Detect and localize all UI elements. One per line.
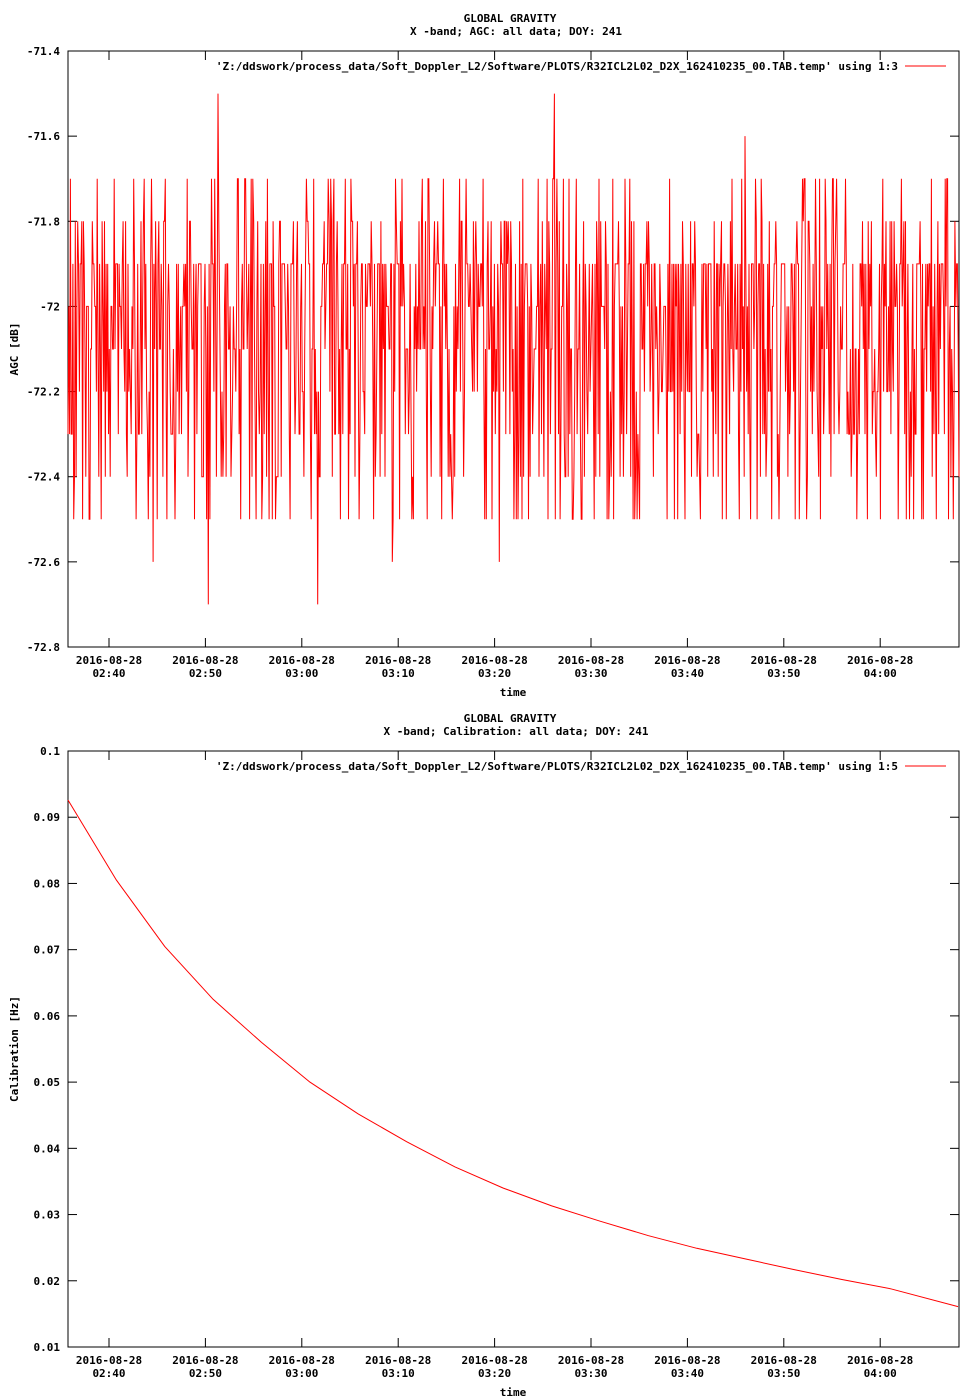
calibration-x-tick-date: 2016-08-28 bbox=[654, 1354, 720, 1367]
agc-x-axis-label: time bbox=[500, 686, 527, 699]
calibration-x-axis: 2016-08-2802:402016-08-2802:502016-08-28… bbox=[76, 751, 913, 1380]
calibration-x-tick-date: 2016-08-28 bbox=[269, 1354, 335, 1367]
calibration-x-tick-time: 02:50 bbox=[189, 1367, 222, 1380]
calibration-y-tick-label: 0.06 bbox=[34, 1010, 61, 1023]
agc-x-tick-date: 2016-08-28 bbox=[461, 654, 527, 667]
agc-x-tick-date: 2016-08-28 bbox=[654, 654, 720, 667]
calibration-x-tick-date: 2016-08-28 bbox=[847, 1354, 913, 1367]
calibration-chart-subtitle: X -band; Calibration: all data; DOY: 241 bbox=[384, 725, 649, 738]
calibration-y-tick-label: 0.04 bbox=[34, 1142, 61, 1155]
agc-x-tick-date: 2016-08-28 bbox=[847, 654, 913, 667]
calibration-x-tick-date: 2016-08-28 bbox=[365, 1354, 431, 1367]
calibration-x-tick-date: 2016-08-28 bbox=[76, 1354, 142, 1367]
agc-x-tick-time: 02:50 bbox=[189, 667, 222, 680]
agc-x-tick-time: 03:40 bbox=[671, 667, 704, 680]
calibration-chart-title: GLOBAL GRAVITY bbox=[464, 712, 557, 725]
agc-y-tick-label: -72.2 bbox=[27, 386, 60, 399]
agc-x-axis: 2016-08-2802:402016-08-2802:502016-08-28… bbox=[76, 51, 913, 680]
calibration-y-tick-label: 0.07 bbox=[34, 944, 61, 957]
agc-y-tick-label: -71.6 bbox=[27, 130, 60, 143]
calibration-y-tick-label: 0.01 bbox=[34, 1341, 61, 1354]
agc-plot-frame bbox=[67, 50, 960, 648]
calibration-legend-label: 'Z:/ddswork/process_data/Soft_Doppler_L2… bbox=[216, 760, 898, 773]
calibration-x-tick-date: 2016-08-28 bbox=[751, 1354, 817, 1367]
calibration-x-tick-time: 03:30 bbox=[574, 1367, 607, 1380]
agc-chart-title: GLOBAL GRAVITY bbox=[464, 12, 557, 25]
agc-y-tick-label: -72.6 bbox=[27, 556, 60, 569]
calibration-x-tick-date: 2016-08-28 bbox=[461, 1354, 527, 1367]
agc-x-tick-time: 03:10 bbox=[382, 667, 415, 680]
calibration-x-tick-date: 2016-08-28 bbox=[558, 1354, 624, 1367]
agc-series-line bbox=[67, 93, 960, 605]
agc-x-tick-time: 03:00 bbox=[285, 667, 318, 680]
agc-chart: GLOBAL GRAVITY X -band; AGC: all data; D… bbox=[8, 12, 960, 699]
calibration-x-tick-time: 02:40 bbox=[92, 1367, 125, 1380]
agc-y-tick-label: -71.4 bbox=[27, 45, 60, 58]
agc-x-tick-time: 03:20 bbox=[478, 667, 511, 680]
agc-y-tick-label: -72.8 bbox=[27, 641, 60, 654]
agc-x-tick-time: 03:50 bbox=[767, 667, 800, 680]
agc-x-tick-time: 03:30 bbox=[574, 667, 607, 680]
agc-y-tick-label: -72 bbox=[40, 300, 60, 313]
calibration-x-axis-label: time bbox=[500, 1386, 527, 1399]
agc-chart-subtitle: X -band; AGC: all data; DOY: 241 bbox=[410, 25, 622, 38]
agc-y-tick-label: -72.4 bbox=[27, 471, 60, 484]
calibration-y-tick-label: 0.08 bbox=[34, 877, 61, 890]
calibration-y-tick-label: 0.1 bbox=[40, 745, 60, 758]
calibration-y-tick-label: 0.03 bbox=[34, 1209, 61, 1222]
calibration-x-tick-time: 03:20 bbox=[478, 1367, 511, 1380]
calibration-y-tick-label: 0.09 bbox=[34, 811, 61, 824]
agc-x-tick-date: 2016-08-28 bbox=[558, 654, 624, 667]
calibration-y-tick-label: 0.02 bbox=[34, 1275, 61, 1288]
calibration-y-axis: 0.1 0.09 0.08 0.07 0.06 0.05 0.04 0.03 0.02 0.01 bbox=[34, 745, 959, 1354]
agc-x-tick-date: 2016-08-28 bbox=[269, 654, 335, 667]
agc-x-tick-date: 2016-08-28 bbox=[365, 654, 431, 667]
calibration-x-tick-time: 03:50 bbox=[767, 1367, 800, 1380]
calibration-x-tick-time: 04:00 bbox=[864, 1367, 897, 1380]
calibration-series-line bbox=[67, 799, 959, 1308]
agc-x-tick-time: 04:00 bbox=[864, 667, 897, 680]
calibration-x-tick-date: 2016-08-28 bbox=[172, 1354, 238, 1367]
agc-legend-label: 'Z:/ddswork/process_data/Soft_Doppler_L2… bbox=[216, 60, 898, 73]
agc-legend: 'Z:/ddswork/process_data/Soft_Doppler_L2… bbox=[216, 60, 946, 73]
calibration-x-tick-time: 03:40 bbox=[671, 1367, 704, 1380]
calibration-x-tick-time: 03:10 bbox=[382, 1367, 415, 1380]
agc-x-tick-date: 2016-08-28 bbox=[172, 654, 238, 667]
calibration-legend: 'Z:/ddswork/process_data/Soft_Doppler_L2… bbox=[216, 760, 946, 773]
calibration-y-axis-label: Calibration [Hz] bbox=[8, 996, 21, 1102]
calibration-chart: GLOBAL GRAVITY X -band; Calibration: all… bbox=[8, 712, 960, 1399]
calibration-y-tick-label: 0.05 bbox=[34, 1076, 61, 1089]
agc-x-tick-date: 2016-08-28 bbox=[76, 654, 142, 667]
agc-y-tick-label: -71.8 bbox=[27, 215, 60, 228]
calibration-plot-frame bbox=[67, 750, 960, 1348]
agc-y-axis-label: AGC [dB] bbox=[8, 323, 21, 376]
agc-x-tick-date: 2016-08-28 bbox=[751, 654, 817, 667]
agc-x-tick-time: 02:40 bbox=[92, 667, 125, 680]
calibration-x-tick-time: 03:00 bbox=[285, 1367, 318, 1380]
